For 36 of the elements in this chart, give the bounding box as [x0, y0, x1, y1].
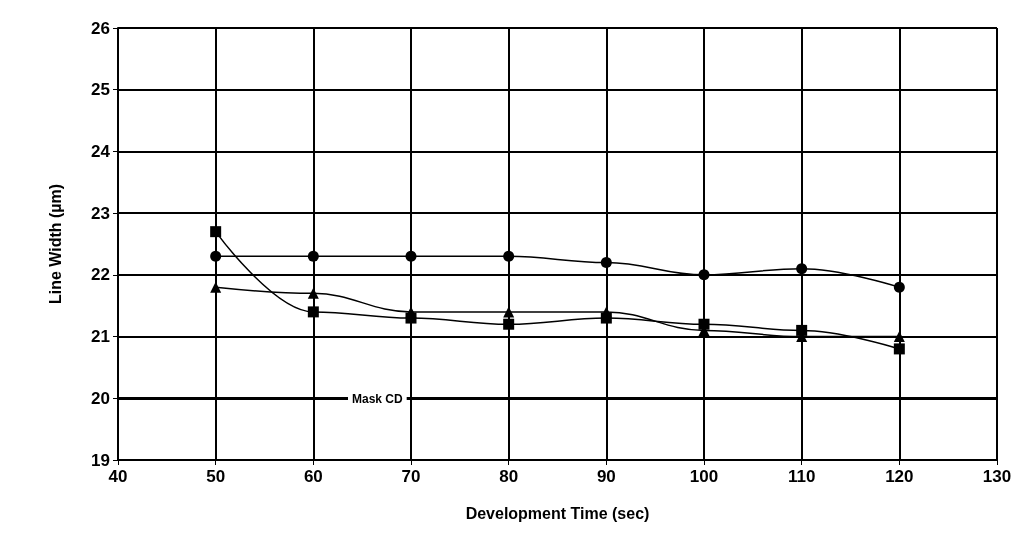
point: [698, 269, 710, 281]
y-tick-label: 24: [91, 141, 111, 161]
point: [503, 318, 515, 330]
x-axis-title: Development Time (sec): [465, 504, 650, 522]
y-tick-label: 20: [91, 388, 110, 408]
x-tick-label: 130: [982, 467, 1012, 486]
point: [600, 257, 612, 269]
point: [893, 331, 905, 343]
y-tick-label: 26: [91, 18, 110, 38]
y-tick-label: 25: [91, 80, 110, 100]
x-tick-label: 50: [206, 467, 226, 486]
x-tick-label: 110: [787, 467, 816, 486]
point: [210, 226, 222, 238]
x-tick-label: 90: [596, 467, 616, 486]
ref-line-label: Mask CD: [352, 392, 404, 407]
y-tick-label: 19: [91, 450, 110, 470]
point: [893, 343, 905, 355]
x-tick-label: 70: [401, 467, 421, 486]
point: [307, 250, 319, 262]
point: [210, 250, 222, 262]
y-tick-label: 23: [91, 203, 110, 223]
point: [698, 318, 710, 330]
point: [893, 281, 905, 293]
y-axis-title: Line Width (µm): [46, 183, 64, 305]
x-tick-label: 120: [885, 467, 914, 486]
point: [503, 250, 515, 262]
y-tick-label: 21: [91, 327, 110, 347]
x-tick-label: 100: [689, 467, 719, 486]
point: [307, 287, 319, 299]
y-tick-label: 22: [91, 265, 110, 285]
point: [796, 263, 808, 275]
point: [307, 306, 319, 318]
x-tick-label: 60: [303, 467, 323, 486]
point: [405, 250, 417, 262]
x-tick-label: 40: [108, 467, 128, 486]
x-tick-label: 80: [499, 467, 519, 486]
